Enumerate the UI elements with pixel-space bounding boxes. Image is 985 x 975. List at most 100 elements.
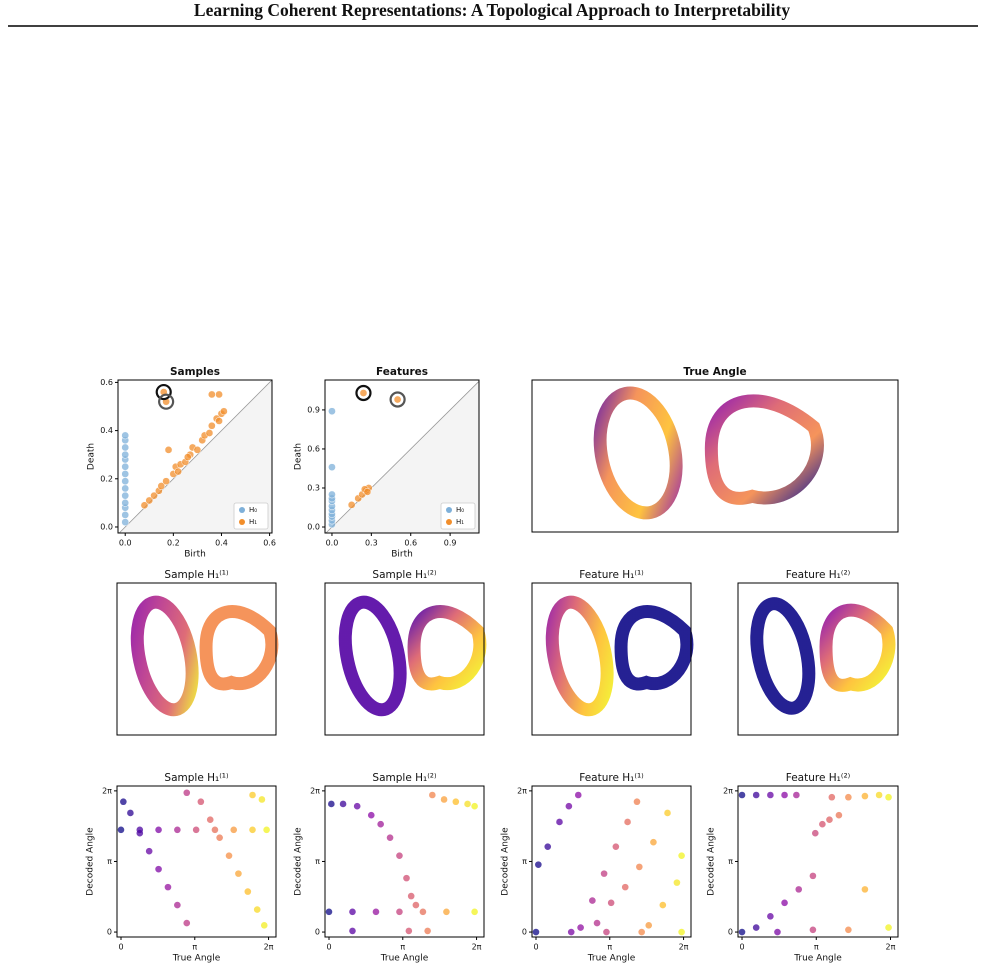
y-tick-label: 0.2 (100, 474, 113, 483)
y-axis-label: Decoded Angle (707, 827, 717, 896)
point (544, 843, 552, 850)
point (206, 816, 214, 824)
point (600, 870, 608, 877)
embedding-loop (199, 605, 279, 691)
legend-marker (239, 507, 245, 513)
point (121, 499, 130, 507)
legend-marker (239, 519, 245, 525)
point (157, 482, 166, 490)
axes-frame (531, 785, 692, 938)
point (197, 798, 205, 806)
point (121, 511, 130, 519)
y-tick-label: 0 (522, 928, 527, 937)
point (253, 906, 261, 913)
y-tick-label: 2π (517, 786, 527, 795)
point (577, 924, 584, 931)
y-tick-label: 0 (728, 928, 733, 937)
x-tick-label: 0.0 (119, 539, 132, 548)
point (230, 826, 238, 834)
axes-frame (324, 785, 485, 938)
point (424, 927, 431, 935)
point (121, 443, 130, 452)
x-tick-label: 0.3 (365, 539, 378, 548)
x-tick-label: 2π (264, 943, 274, 952)
legend-label: H₀ (249, 506, 257, 514)
point (183, 789, 191, 797)
point (183, 919, 191, 927)
point (121, 477, 130, 486)
point (328, 407, 336, 416)
y-tick-label: 0.3 (307, 483, 320, 492)
point (155, 826, 162, 834)
point (767, 791, 774, 799)
point (363, 488, 372, 496)
point (405, 927, 413, 935)
point (429, 791, 436, 799)
point (565, 802, 573, 810)
axes-frame (737, 785, 899, 938)
point (574, 791, 582, 799)
x-axis-label: Birth (391, 550, 413, 560)
x-axis-label: True Angle (587, 954, 636, 964)
legend-marker (446, 507, 452, 513)
y-tick-label: 0 (107, 928, 112, 937)
x-tick-label: 2π (472, 943, 482, 952)
point (845, 926, 852, 934)
y-tick-label: π (728, 857, 733, 866)
x-tick-label: π (607, 943, 612, 952)
point (826, 816, 833, 824)
point (752, 791, 760, 799)
x-tick-label: 2π (679, 943, 689, 952)
point (225, 852, 233, 859)
point (811, 829, 819, 837)
x-tick-label: 0 (118, 943, 123, 952)
point (155, 865, 162, 873)
point (121, 462, 130, 471)
point (386, 834, 394, 841)
point (809, 872, 817, 880)
x-tick-label: 0.6 (404, 539, 417, 548)
x-axis-label: Birth (184, 550, 206, 560)
x-tick-label: π (400, 943, 405, 952)
y-tick-label: 0.4 (100, 426, 113, 435)
point (120, 798, 127, 806)
point (752, 924, 760, 931)
point (136, 826, 144, 834)
point (673, 879, 681, 886)
point (347, 501, 356, 509)
panel-title: Feature H₁⁽¹⁾ (579, 569, 644, 581)
embedding-loop (338, 595, 407, 717)
point (607, 899, 615, 907)
point (244, 888, 252, 895)
point (835, 811, 843, 819)
point (220, 407, 228, 416)
point (535, 861, 542, 868)
x-axis-label: True Angle (380, 954, 429, 964)
highlight-ring (158, 393, 175, 410)
point (367, 811, 375, 819)
panel-frame (116, 582, 277, 736)
legend-marker (446, 519, 452, 525)
y-tick-label: 0.0 (307, 523, 320, 532)
panel-title: Sample H₁⁽²⁾ (372, 569, 437, 581)
point (235, 870, 242, 877)
point (117, 826, 125, 834)
point (349, 927, 356, 935)
point (127, 809, 134, 817)
x-axis-label: True Angle (172, 954, 221, 964)
point (211, 826, 219, 834)
y-tick-label: 0.0 (100, 522, 113, 531)
point (192, 826, 200, 834)
axes-frame (324, 379, 480, 534)
x-tick-label: 0.6 (263, 539, 276, 548)
embedding-loop (593, 386, 683, 520)
point (353, 802, 361, 810)
point (593, 919, 601, 927)
point (183, 453, 192, 461)
point (150, 491, 158, 500)
embedding-loop (750, 597, 816, 715)
point (659, 901, 667, 909)
panel-frame (531, 379, 899, 533)
point (861, 886, 869, 893)
point (145, 496, 154, 505)
